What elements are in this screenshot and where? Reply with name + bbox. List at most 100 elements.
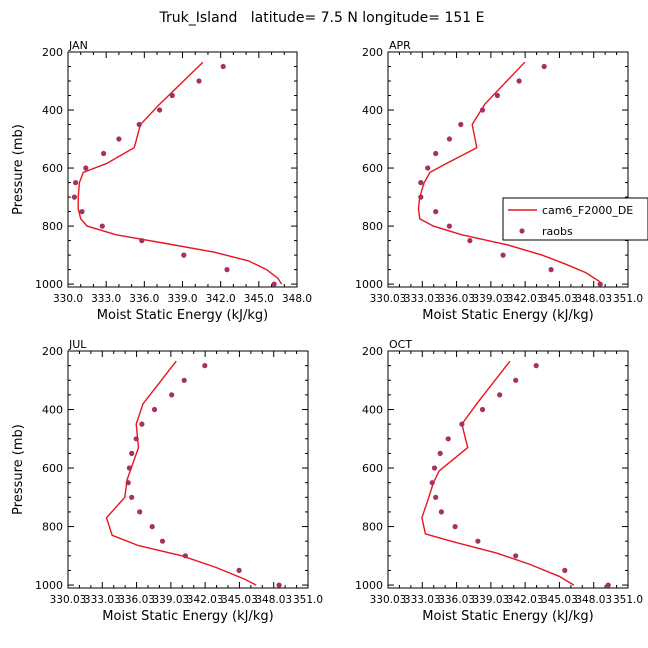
obs-point — [445, 436, 451, 442]
obs-point — [159, 538, 166, 544]
y-tick-label: 1000 — [355, 579, 383, 592]
obs-point — [125, 480, 131, 486]
plot-frame — [387, 350, 629, 589]
x-tick-label: 336.03 — [438, 594, 475, 606]
obs-point — [202, 363, 208, 369]
obs-point — [73, 180, 79, 186]
x-tick-label: 345.03 — [541, 594, 578, 606]
obs-point — [513, 377, 519, 383]
panel-label: OCT — [389, 338, 412, 351]
obs-point — [433, 209, 439, 215]
obs-point — [276, 582, 282, 588]
x-axis-label: Moist Static Energy (kJ/kg) — [97, 308, 268, 323]
series-line-model — [105, 360, 257, 586]
x-tick-label: 342.0 — [206, 293, 236, 305]
x-axis-label: Moist Static Energy (kJ/kg) — [102, 609, 273, 624]
obs-point — [126, 465, 132, 471]
y-tick-label: 200 — [362, 345, 383, 358]
obs-point — [129, 494, 135, 500]
x-tick-label: 330.03 — [370, 594, 407, 606]
y-tick-label: 200 — [42, 345, 63, 358]
x-tick-label: 345.03 — [541, 293, 578, 305]
x-tick-label: 348.0 — [282, 293, 312, 305]
x-tick-label: 336.0 — [129, 293, 159, 305]
obs-point — [151, 406, 158, 413]
obs-point — [475, 538, 481, 544]
obs-point — [137, 509, 143, 515]
obs-point — [236, 567, 242, 574]
x-tick-label: 339.03 — [152, 594, 189, 606]
obs-point — [139, 421, 145, 427]
obs-point — [181, 252, 187, 258]
y-tick-label: 1000 — [35, 278, 63, 291]
legend-dot-swatch — [519, 228, 525, 234]
obs-point — [497, 392, 503, 398]
y-tick-label: 600 — [362, 462, 383, 475]
x-tick-label: 339.03 — [472, 594, 509, 606]
x-tick-label: 342.03 — [507, 594, 544, 606]
x-tick-label: 333.0 — [91, 293, 121, 305]
obs-point — [101, 150, 107, 157]
x-tick-label: 345.03 — [221, 594, 258, 606]
series-line-model — [77, 61, 283, 285]
x-axis-label: Moist Static Energy (kJ/kg) — [422, 609, 593, 624]
y-tick-label: 800 — [42, 521, 63, 534]
obs-point — [438, 509, 444, 515]
obs-point — [157, 107, 163, 113]
series-line-model — [417, 61, 601, 285]
obs-point — [513, 553, 519, 559]
obs-point — [71, 194, 77, 200]
obs-point — [196, 78, 202, 84]
x-tick-label: 333.03 — [404, 293, 441, 305]
obs-point — [169, 392, 175, 398]
obs-point — [418, 180, 424, 186]
obs-point — [79, 209, 85, 215]
obs-point — [116, 136, 122, 142]
obs-point — [181, 377, 187, 383]
obs-point — [597, 281, 603, 287]
obs-point — [136, 121, 142, 128]
obs-point — [459, 421, 465, 427]
x-tick-label: 333.03 — [404, 594, 441, 606]
obs-point — [479, 406, 486, 413]
series-line-model — [421, 360, 575, 586]
obs-point — [99, 223, 105, 229]
obs-point — [541, 63, 547, 70]
y-tick-label: 800 — [42, 220, 63, 233]
x-tick-label: 330.03 — [370, 293, 407, 305]
legend-label-model: cam6_F2000_DE — [542, 204, 633, 217]
y-tick-label: 1000 — [355, 278, 383, 291]
y-tick-label: 200 — [362, 46, 383, 59]
y-tick-label: 400 — [362, 404, 383, 417]
obs-point — [458, 121, 464, 128]
obs-point — [433, 150, 439, 157]
obs-point — [431, 465, 438, 471]
obs-point — [429, 480, 435, 486]
x-tick-label: 348.03 — [575, 293, 612, 305]
obs-point — [446, 136, 452, 142]
obs-point — [169, 92, 175, 99]
x-axis-label: Moist Static Energy (kJ/kg) — [422, 308, 593, 323]
legend-label-obs: raobs — [542, 225, 573, 238]
y-axis-label: Pressure (mb) — [11, 124, 26, 215]
obs-point — [182, 553, 188, 559]
x-tick-label: 342.03 — [507, 293, 544, 305]
obs-point — [605, 582, 611, 588]
y-tick-label: 200 — [42, 46, 63, 59]
x-tick-label: 351.0 — [293, 594, 323, 606]
obs-point — [425, 165, 431, 171]
y-tick-label: 400 — [42, 104, 63, 117]
x-tick-label: 336.03 — [438, 293, 475, 305]
obs-point — [220, 63, 226, 70]
obs-point — [83, 165, 89, 171]
obs-point — [133, 436, 139, 442]
y-tick-label: 800 — [362, 220, 383, 233]
obs-point — [533, 363, 539, 369]
chart-panel-apr: APR 200 400 600 800 1000 330.03333.03336.03339… — [355, 39, 643, 323]
x-tick-label: 348.03 — [575, 594, 612, 606]
obs-point — [452, 524, 458, 530]
y-axis-label: Pressure (mb) — [11, 424, 26, 515]
y-tick-label: 400 — [42, 404, 63, 417]
x-tick-label: 339.0 — [167, 293, 197, 305]
chart-panel-jan: JAN 200 400 600 800 1000 330.0 333.0 336.0 339.0 3… — [11, 39, 312, 323]
